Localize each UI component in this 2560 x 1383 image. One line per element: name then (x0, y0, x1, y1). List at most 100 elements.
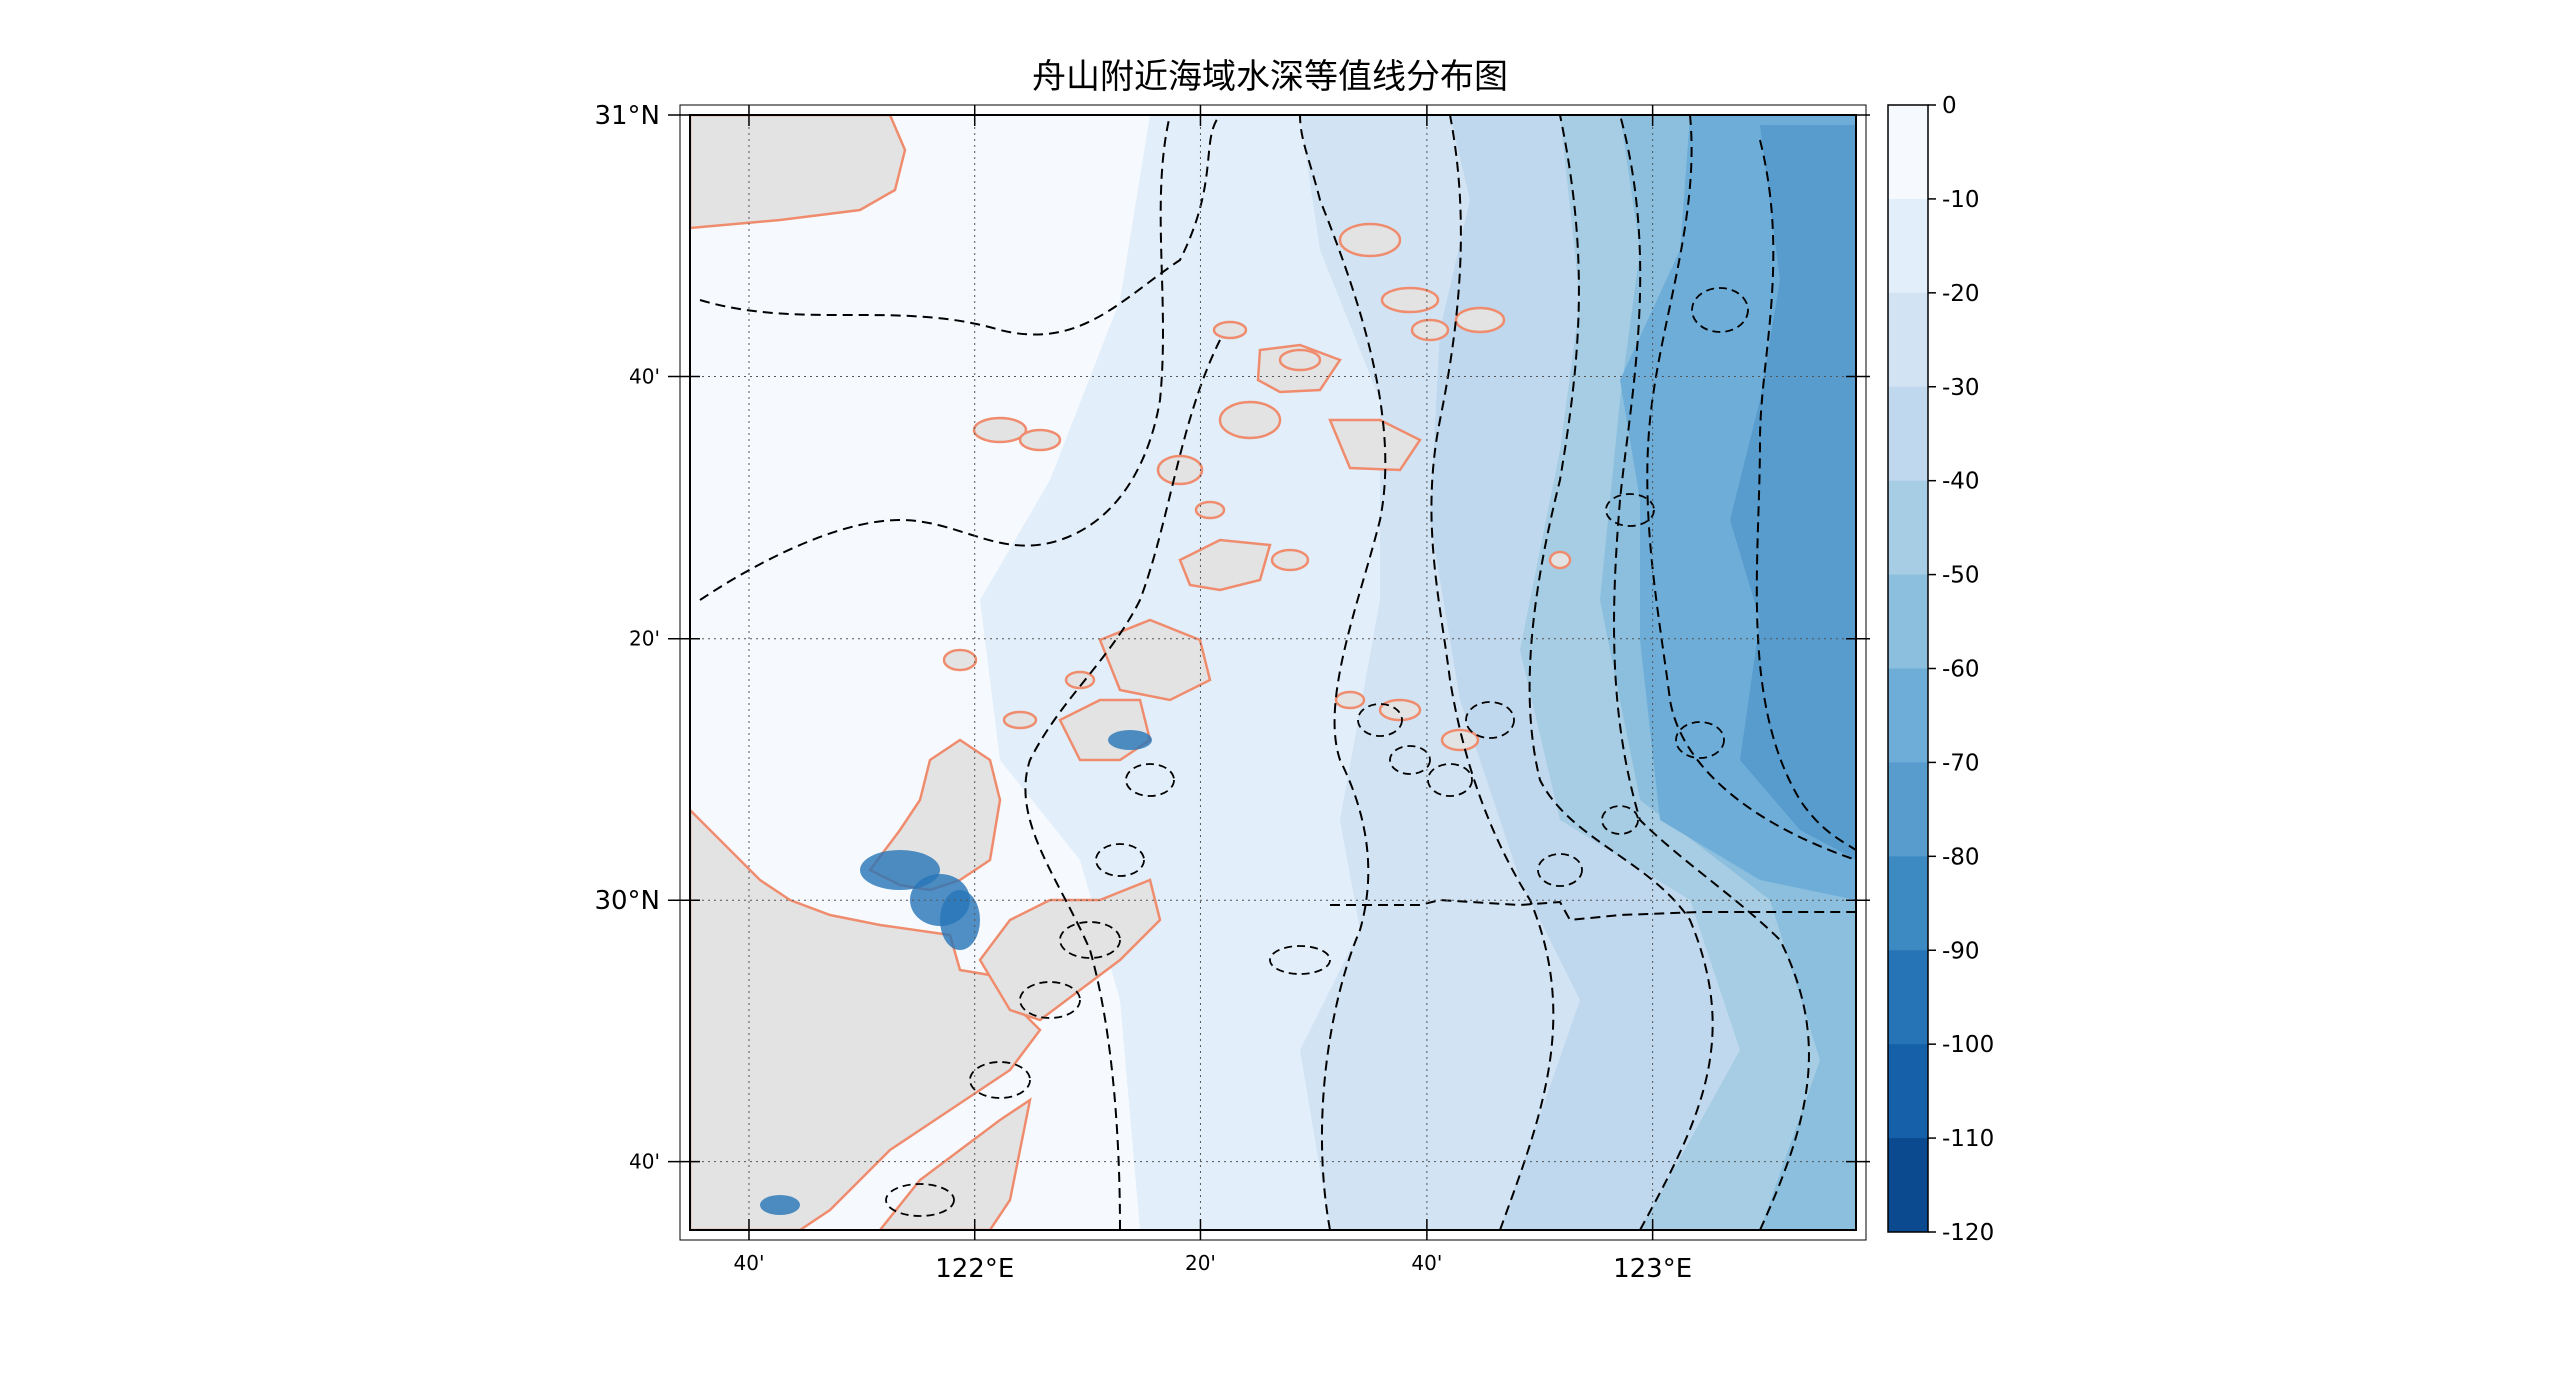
island-1 (972, 416, 1028, 444)
longitude-labels: 40' 122°E 20' 40' 123°E (734, 1251, 1693, 1284)
deep-channel-3 (940, 890, 980, 950)
contour-line-5 (1430, 115, 1555, 1230)
contour-line-3 (1024, 339, 1221, 1230)
contour-ring-6 (1465, 701, 1515, 739)
island-5 (1278, 348, 1322, 372)
colorbar-tick-label: 0 (1942, 93, 1957, 119)
colorbar-tick-label: -20 (1942, 281, 1980, 307)
contour-line-9 (1755, 139, 1856, 851)
island-17 (1002, 710, 1038, 730)
latitude-labels: 40' 20' 31°N 30°N 40' (594, 101, 660, 1174)
land-10 (1328, 418, 1422, 472)
contour-ring-7 (1427, 763, 1473, 797)
colorbar-swatch (1888, 480, 1928, 576)
island-4 (1218, 400, 1282, 440)
contour-line-2 (699, 115, 1171, 601)
graticule (690, 115, 1856, 1230)
land-1 (690, 115, 907, 230)
land-7 (1098, 618, 1212, 702)
colorbar-tick-label: -40 (1942, 469, 1980, 495)
depth-bands (690, 115, 1856, 1230)
colorbar-tick-label: -80 (1942, 844, 1980, 870)
colorbar-tick-label: -30 (1942, 375, 1980, 401)
island-3 (1156, 454, 1204, 486)
colorbar-tick-label: -100 (1942, 1032, 1994, 1058)
map-outer-frame (679, 104, 1867, 1241)
land-areas (690, 115, 1572, 1230)
longitude-label: 122°E (935, 1254, 1014, 1284)
contour-line-10 (1330, 898, 1856, 922)
colorbar-swatch (1888, 386, 1928, 482)
depth-band-7 (1730, 125, 1856, 860)
longitude-label: 123°E (1613, 1254, 1692, 1284)
colorbar-tick-label: -60 (1942, 657, 1980, 683)
contour-ring-5 (1537, 853, 1583, 887)
colorbar-tick-label: -110 (1942, 1126, 1994, 1152)
island-10 (1212, 320, 1248, 340)
map-area (690, 115, 1856, 1230)
contour-ring-2 (1605, 493, 1655, 527)
contour-ring-16 (1269, 945, 1331, 975)
latitude-label: 20' (629, 627, 660, 651)
colorbar-tick-label: -90 (1942, 938, 1980, 964)
longitude-label: 40' (1411, 1251, 1442, 1275)
deep-channel-4 (1108, 730, 1152, 750)
contour-line-8 (1646, 115, 1856, 861)
colorbar-tick-label: -50 (1942, 563, 1980, 589)
depth-contours (699, 115, 1856, 1230)
contour-ring-14 (969, 1061, 1031, 1099)
contour-ring-10 (1125, 763, 1175, 797)
contour-ring-15 (885, 1183, 955, 1217)
island-13 (1440, 728, 1480, 752)
contour-ring-4 (1601, 805, 1639, 835)
colorbar-swatch (1888, 1138, 1928, 1233)
latitude-label: 31°N (594, 101, 660, 131)
frame-ticks (668, 105, 1870, 1240)
longitude-label: 40' (734, 1251, 765, 1275)
latitude-label: 30°N (594, 886, 660, 916)
contour-ring-12 (1059, 921, 1121, 959)
island-9 (1454, 306, 1506, 334)
island-16 (942, 648, 978, 672)
island-2 (1018, 428, 1062, 452)
contour-ring-9 (1357, 703, 1403, 737)
land-2 (690, 808, 1042, 1230)
longitude-label: 20' (1185, 1251, 1216, 1275)
contour-ring-11 (1095, 843, 1145, 877)
contour-line-4 (1299, 115, 1387, 1230)
colorbar-tick-label: -10 (1942, 187, 1980, 213)
colorbar-swatch (1888, 198, 1928, 294)
figure-title: 舟山附近海域水深等值线分布图 (1032, 57, 1508, 97)
depth-colorbar: 0 -10 -20 -30 -40 -50 -60 -70 -80 -90 -100 -110 -120 (1887, 93, 1994, 1246)
contour-ring-8 (1389, 745, 1431, 775)
colorbar-swatch (1888, 105, 1928, 200)
map-frame (689, 114, 1857, 1231)
contour-ring-3 (1675, 721, 1725, 759)
land-3 (878, 1097, 1032, 1230)
island-8 (1410, 318, 1450, 342)
island-7 (1380, 286, 1440, 314)
colorbar-swatch (1888, 1044, 1928, 1139)
colorbar-swatch (1888, 668, 1928, 763)
deep-channel-1 (860, 850, 940, 890)
colorbar-swatch (1888, 574, 1928, 669)
land-8 (1178, 538, 1272, 592)
colorbar-tick-label: -120 (1942, 1220, 1994, 1246)
contour-line-1 (699, 115, 1221, 336)
island-6 (1338, 222, 1402, 258)
latitude-label: 40' (629, 364, 660, 388)
colorbar-swatch (1888, 950, 1928, 1045)
contour-ring-1 (1691, 287, 1749, 333)
colorbar-swatch (1888, 292, 1928, 388)
island-19 (1334, 690, 1366, 710)
island-14 (1548, 550, 1572, 570)
colorbar-swatch (1888, 762, 1928, 857)
colorbar-swatch (1888, 856, 1928, 951)
latitude-label: 40' (629, 1150, 660, 1174)
contour-ring-13 (1019, 981, 1081, 1019)
deep-channel-5 (760, 1195, 800, 1215)
land-5 (978, 878, 1162, 1022)
island-15 (1194, 500, 1226, 520)
